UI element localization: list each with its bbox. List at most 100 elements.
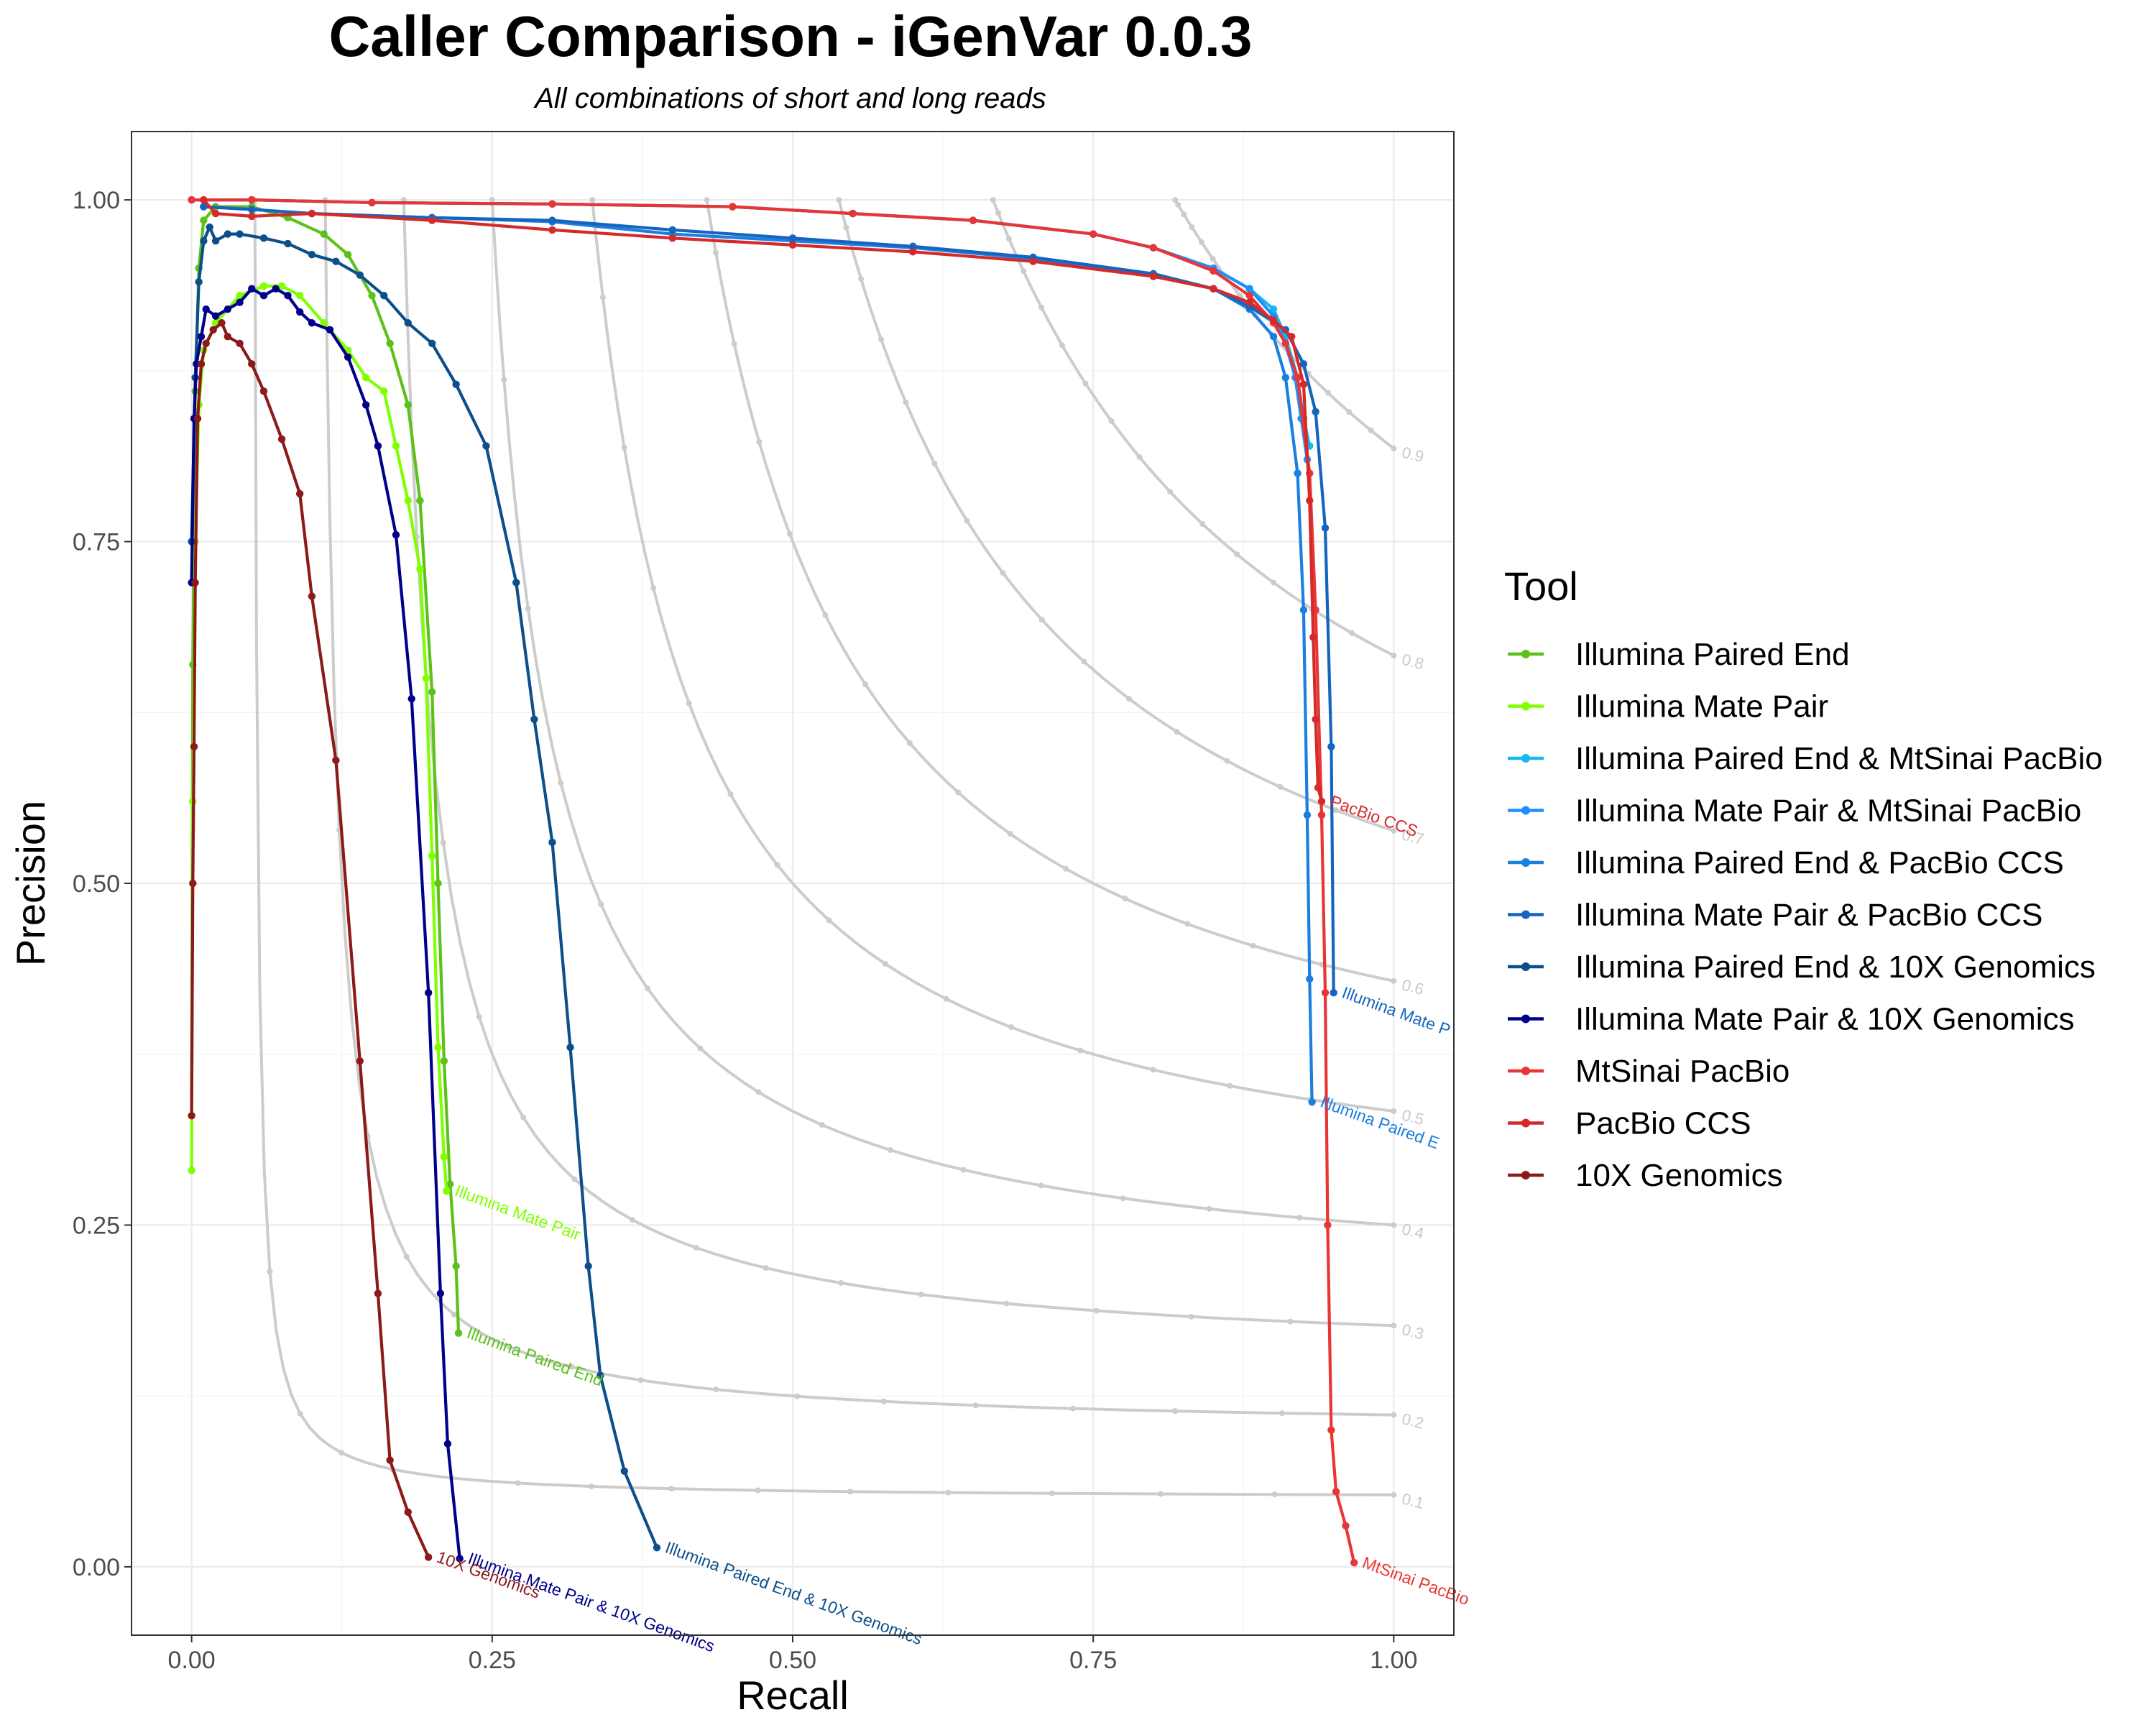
iso-f1-point xyxy=(1346,409,1353,415)
series-point xyxy=(1308,1098,1316,1106)
series-point xyxy=(380,387,388,395)
iso-f1-point xyxy=(525,605,531,612)
series-point xyxy=(209,326,217,334)
series-point xyxy=(272,285,280,293)
iso-f1-point xyxy=(621,444,627,451)
iso-f1-point xyxy=(1049,1490,1055,1496)
x-tick-label: 1.00 xyxy=(1370,1647,1417,1674)
iso-f1-point xyxy=(755,1487,761,1494)
series-point xyxy=(284,239,292,248)
iso-f1-point xyxy=(819,1121,825,1128)
series-point xyxy=(356,1057,364,1065)
series-point xyxy=(1309,633,1317,641)
series-point xyxy=(392,442,400,450)
series-point xyxy=(386,1456,394,1464)
series-point xyxy=(440,1057,448,1065)
iso-f1-point xyxy=(903,400,909,406)
iso-f1-point xyxy=(1250,942,1256,949)
series-point xyxy=(456,1555,464,1563)
iso-f1-point xyxy=(755,1089,762,1095)
iso-f1-point xyxy=(476,1013,482,1020)
legend-label: Illumina Mate Pair xyxy=(1575,689,1828,724)
series-point xyxy=(428,688,436,696)
chart-subtitle: All combinations of short and long reads xyxy=(533,83,1046,114)
series-point xyxy=(566,1044,574,1052)
iso-f1-point xyxy=(955,789,962,796)
iso-f1-point xyxy=(489,197,495,203)
legend-key-point xyxy=(1521,1171,1530,1179)
iso-f1-point xyxy=(1234,551,1240,558)
iso-f1-point xyxy=(1172,1408,1179,1414)
iso-f1-point xyxy=(843,224,849,231)
series-point xyxy=(259,282,268,290)
series-point xyxy=(189,879,197,888)
iso-f1-point xyxy=(1021,268,1027,275)
series-point xyxy=(1332,1488,1340,1496)
series-point xyxy=(788,234,797,242)
iso-f1-point xyxy=(1296,1215,1303,1221)
legend-item: Illumina Paired End xyxy=(1508,637,1850,672)
series-point xyxy=(668,226,676,234)
y-tick-label: 0.25 xyxy=(73,1212,120,1239)
series-point xyxy=(596,1371,604,1379)
iso-f1-point xyxy=(650,585,657,592)
series-point xyxy=(1149,272,1158,280)
series-point xyxy=(416,497,424,505)
series-group xyxy=(188,319,433,1561)
series-point xyxy=(277,435,286,443)
iso-f1-point xyxy=(515,1480,521,1486)
iso-f1-point xyxy=(1287,1318,1294,1325)
iso-f1-point xyxy=(1038,1182,1044,1189)
iso-f1-point xyxy=(571,1176,578,1182)
iso-f1-point xyxy=(1227,1082,1233,1089)
iso-f1-point xyxy=(1271,1491,1278,1498)
iso-f1-point xyxy=(1391,827,1397,834)
iso-f1-point xyxy=(1181,211,1187,218)
legend-key-point xyxy=(1521,806,1530,815)
legend-title: Tool xyxy=(1504,564,1578,609)
chart-title: Caller Comparison - iGenVar 0.0.3 xyxy=(329,4,1253,68)
iso-f1-point xyxy=(1158,1491,1164,1497)
series-point xyxy=(308,592,316,600)
series-point xyxy=(277,282,286,290)
axis-ticks: 0.00 0.25 0.50 0.75 1.00 0.00 0.25 0.50 0.75 1.00 xyxy=(73,187,1418,1674)
x-tick-label: 0.50 xyxy=(769,1647,816,1674)
legend-label: Illumina Mate Pair & 10X Genomics xyxy=(1575,1002,2075,1037)
iso-f1-point xyxy=(1063,865,1069,872)
series-point xyxy=(332,756,340,765)
iso-f1-point xyxy=(1003,1300,1010,1307)
series-point xyxy=(308,250,316,259)
legend-key-point xyxy=(1521,962,1530,971)
iso-f1-point xyxy=(995,210,1002,216)
series-group xyxy=(188,223,661,1552)
iso-f1-point xyxy=(943,995,949,1002)
series-point xyxy=(361,374,370,382)
y-tick-label: 1.00 xyxy=(73,187,120,214)
iso-f1-point xyxy=(960,1167,967,1173)
series-point xyxy=(284,292,292,300)
iso-f1-point xyxy=(297,1410,303,1417)
series-point xyxy=(969,216,977,224)
iso-f1-point xyxy=(887,1146,893,1153)
iso-f1-point xyxy=(883,961,889,967)
iso-f1-point xyxy=(403,1254,410,1260)
iso-f1-point xyxy=(693,1244,699,1251)
iso-f1-point xyxy=(629,1217,635,1223)
series-point xyxy=(200,196,208,204)
iso-f1-point xyxy=(1172,197,1179,203)
series-point xyxy=(668,234,676,242)
iso-f1-point xyxy=(1391,1322,1397,1329)
legend-label: Illumina Mate Pair & MtSinai PacBio xyxy=(1575,794,2081,829)
series-point xyxy=(584,1262,592,1270)
series-point xyxy=(374,1289,382,1297)
series-point xyxy=(308,209,316,218)
iso-f1-point xyxy=(1059,342,1065,349)
iso-f1-point xyxy=(1325,390,1332,396)
series-point xyxy=(1294,374,1302,382)
iso-f1-point xyxy=(558,780,564,786)
series-point xyxy=(1281,374,1290,382)
series-line xyxy=(203,205,1335,993)
iso-f1-point xyxy=(763,1265,769,1271)
x-tick-label: 0.00 xyxy=(168,1647,216,1674)
iso-f1-point xyxy=(1069,1405,1076,1412)
